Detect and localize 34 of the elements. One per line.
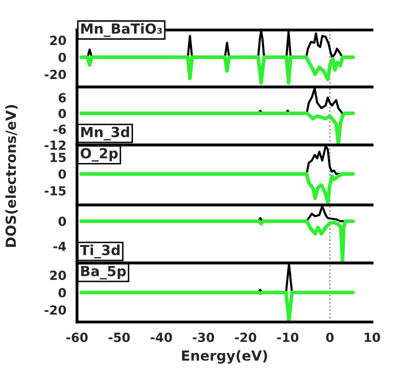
y-tick-label: 20 (50, 270, 66, 280)
y-tick-label: -20 (44, 70, 66, 80)
x-tick-label: -50 (108, 332, 130, 342)
annotation: O_2p (80, 148, 118, 162)
line-series (79, 219, 355, 263)
annotation: Mn_BaTiO₃ (81, 23, 162, 37)
x-tick-label: 10 (364, 332, 380, 342)
annotation: Ti_3d (80, 244, 120, 258)
y-tick-label: 20 (50, 36, 66, 46)
y-tick-label: -20 (44, 305, 66, 315)
y-tick-label: 15 (50, 152, 66, 162)
x-tick-label: -60 (66, 332, 88, 342)
x-tick-label: -40 (150, 332, 172, 342)
line-series (79, 55, 355, 85)
line-series (79, 112, 355, 145)
y-axis-title: DOS(electrons/eV) (5, 105, 18, 247)
line-series (79, 172, 355, 205)
x-axis-title: Energy(eV) (182, 350, 268, 364)
y-tick-label: 0 (58, 169, 66, 179)
y-tick-label: 0 (58, 52, 66, 62)
x-tick-label: -30 (192, 332, 214, 342)
y-tick-label: -12 (44, 140, 66, 150)
annotation: Ba_5p (81, 266, 126, 280)
y-tick-label: 0 (58, 288, 66, 298)
y-tick-label: -6 (53, 124, 66, 134)
x-tick-label: 0 (326, 332, 334, 342)
x-tick-label: -20 (234, 332, 256, 342)
annotation: Mn_3d (81, 126, 130, 140)
y-tick-label: 6 (58, 93, 66, 102)
x-tick-label: -10 (277, 332, 298, 342)
y-tick-label: 0 (58, 108, 66, 118)
y-tick-label: -15 (44, 186, 66, 196)
y-tick-label: -4 (53, 242, 66, 251)
y-tick-label: 0 (58, 216, 66, 226)
